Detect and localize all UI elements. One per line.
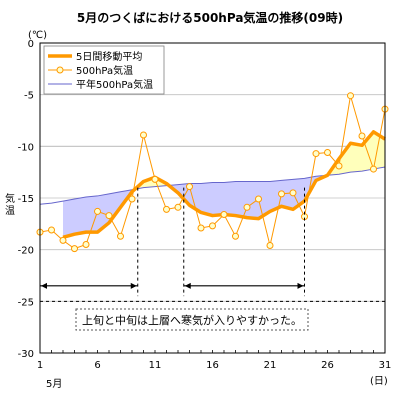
temperature-point [186, 183, 193, 191]
arrow-head [130, 282, 137, 289]
temperature-point [370, 165, 377, 173]
y-tick-labels: 0 -5 -10 -15 -20 -25 -30 [18, 39, 34, 360]
temperature-point [209, 222, 216, 230]
x-tick-label: 1 [37, 360, 43, 371]
anomaly-band [350, 143, 362, 173]
legend: 5日間移動平均 500hPa気温 平年500hPa気温 [43, 45, 165, 95]
temperature-point [220, 211, 228, 219]
annotation-text: 上旬と中旬は上層へ寒気が入りやすかった。 [82, 313, 302, 327]
anomaly-band [212, 182, 224, 216]
x-tick-label: 11 [149, 360, 162, 371]
anomaly-band [63, 199, 75, 238]
temperature-point [117, 232, 124, 240]
anomaly-band [247, 181, 259, 219]
temperature-point [94, 207, 101, 215]
y-tick-label: -15 [18, 194, 34, 205]
y-tick-label: -20 [18, 246, 34, 257]
x-tick-labels: 1 6 11 16 21 26 31 [37, 350, 392, 371]
legend-label-normal: 平年500hPa気温 [76, 78, 153, 91]
x-tick-label: 31 [379, 360, 392, 371]
temperature-point [151, 175, 159, 183]
temperature-point [71, 245, 78, 253]
temperature-point [82, 241, 90, 248]
anomaly-band [373, 131, 385, 170]
y-tick-label: 0 [28, 39, 34, 50]
y-axis-label: 気 温 [5, 192, 15, 217]
svg-text:気: 気 [5, 192, 15, 205]
temperature-point [163, 205, 170, 213]
y-tick-label: -30 [18, 349, 34, 360]
temperature-point [105, 212, 113, 220]
arrow-head [297, 282, 304, 289]
temperature-point [48, 226, 55, 234]
x-tick-label: 16 [206, 360, 219, 371]
arrow-head [184, 282, 191, 289]
x-unit-label: (日) [370, 376, 388, 387]
x-month-label: 5月 [46, 378, 62, 390]
temperature-point [278, 190, 285, 198]
x-tick-label: 21 [264, 360, 277, 371]
anomaly-band [224, 181, 236, 216]
temperature-point [140, 131, 147, 139]
temperature-point [243, 203, 251, 211]
temperature-point [358, 132, 366, 140]
temperature-point [312, 150, 320, 158]
temperature-point [174, 203, 182, 211]
x-tick-label: 6 [94, 360, 100, 371]
svg-text:温: 温 [5, 205, 15, 217]
anomaly-band [281, 179, 293, 210]
legend-label-temp: 500hPa気温 [76, 64, 133, 77]
temperature-point [289, 189, 297, 197]
y-unit-label: (℃) [28, 30, 47, 41]
arrow-head [41, 282, 47, 289]
legend-marker-temp [56, 66, 64, 74]
y-tick-label: -5 [24, 91, 34, 102]
period-arrows [40, 187, 385, 302]
temperature-point [59, 236, 67, 244]
anomaly-band [74, 196, 86, 235]
plot-area [36, 42, 389, 354]
temperature-point [232, 232, 239, 240]
y-tick-label: -25 [18, 297, 34, 308]
legend-label-ma: 5日間移動平均 [76, 50, 142, 63]
anomaly-band [86, 195, 98, 233]
temperature-point [335, 162, 343, 170]
annotation-box [75, 308, 309, 331]
chart-title: 5月のつくばにおける500hPa気温の推移(09時) [77, 10, 343, 25]
x-tick-label: 26 [321, 360, 334, 371]
temperature-point [197, 224, 205, 232]
y-tick-label: -10 [18, 142, 34, 153]
temperature-point [347, 92, 354, 100]
temperature-point [324, 149, 331, 157]
temperature-point [255, 195, 262, 203]
annotation: 上旬と中旬は上層へ寒気が入りやすかった。 [75, 308, 309, 331]
anomaly-band [201, 182, 213, 216]
anomaly-band [270, 180, 282, 212]
temperature-markers [36, 92, 389, 253]
temperature-point [266, 242, 274, 250]
temperature-point [128, 195, 136, 203]
legend-box [43, 45, 165, 95]
